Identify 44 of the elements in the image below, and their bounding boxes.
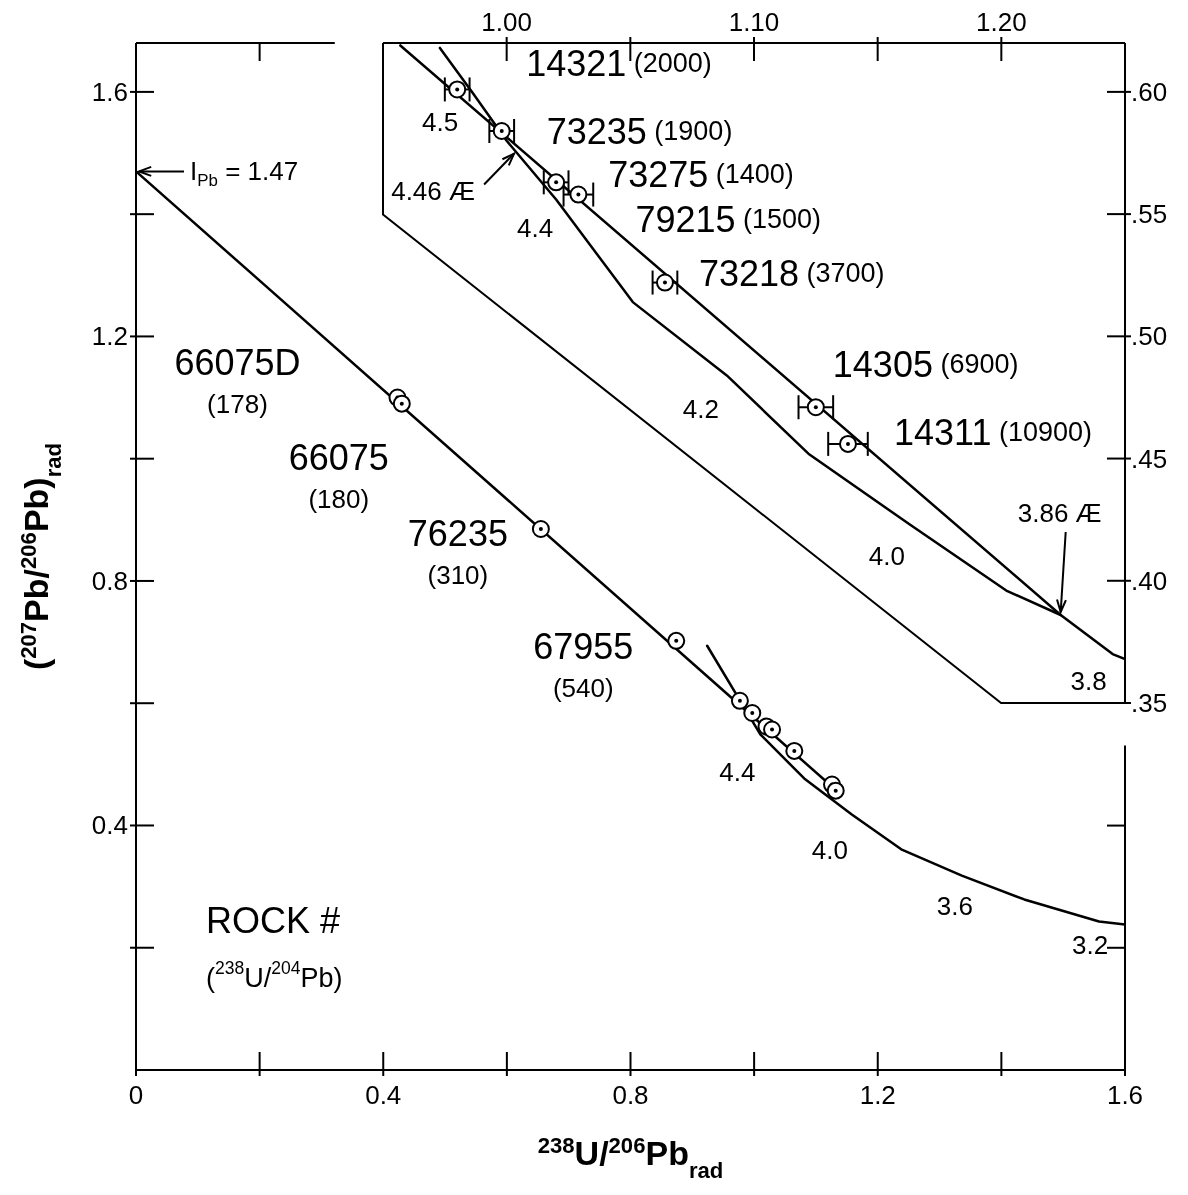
annotation: 4.0 <box>811 835 848 866</box>
y-tick-label: 0.4 <box>91 810 128 841</box>
annotation: I$_{Pb}$ = 1.47 <box>190 156 299 191</box>
annotation: 79215 (1500) <box>635 198 822 240</box>
annotation: 3.6 <box>936 890 973 921</box>
annotation: 76235 (310) <box>407 512 508 590</box>
x-tick-label: 1.10 <box>728 7 780 37</box>
annotation: 3.86 Æ <box>1017 498 1102 528</box>
annotation: 14311 (10900) <box>893 411 1092 453</box>
annotation: 66075D (178) <box>174 341 301 419</box>
x-tick-label: 1.6 <box>1106 1080 1144 1110</box>
x-tick-label: 0.4 <box>365 1080 402 1110</box>
y-tick-label: 1.2 <box>91 321 128 352</box>
annotation: 4.2 <box>682 394 719 425</box>
annotation: 4.4 <box>719 757 756 788</box>
x-tick-label: 0.8 <box>612 1080 649 1110</box>
annotation: 4.5 <box>421 106 459 137</box>
y-tick-label: 1.6 <box>91 76 128 107</box>
y-tick-label: .50 <box>1131 321 1168 352</box>
annotation: 4.46 Æ <box>391 175 475 206</box>
annotation: 3.2 <box>1071 930 1109 961</box>
annotation: 3.8 <box>1070 666 1107 697</box>
annotation: 73235 (1900) <box>546 110 733 152</box>
y-tick-label: .55 <box>1131 199 1168 230</box>
x-tick-label: 0 <box>128 1080 144 1110</box>
y-tick-label: .60 <box>1131 76 1168 107</box>
annotation: 4.0 <box>868 540 905 571</box>
annotation: 14305 (6900) <box>832 343 1019 385</box>
y-tick-label: .35 <box>1131 688 1168 718</box>
annotation: 73275 (1400) <box>608 153 794 195</box>
x-tick-label: 1.20 <box>976 7 1027 37</box>
x-tick-label: 1.2 <box>859 1080 896 1110</box>
y-tick-label: 0.8 <box>91 565 128 596</box>
y-tick-label: .40 <box>1131 565 1168 596</box>
annotation: ($^{238}$U/$^{204}$Pb) <box>206 958 343 993</box>
annotation: 4.4 <box>517 213 554 244</box>
annotation: 67955 (540) <box>533 625 634 703</box>
x-tick-label: 1.00 <box>481 7 532 37</box>
annotation: 73218 (3700) <box>698 252 885 294</box>
annotation: 66075 (180) <box>288 436 389 514</box>
x-axis-title: $^{238}$U/$^{206}$Pb$_{rad}$ <box>537 1132 724 1183</box>
annotation: 14321 (2000) <box>526 42 712 84</box>
annotation: ROCK # <box>206 899 341 941</box>
y-tick-label: .45 <box>1131 443 1168 474</box>
